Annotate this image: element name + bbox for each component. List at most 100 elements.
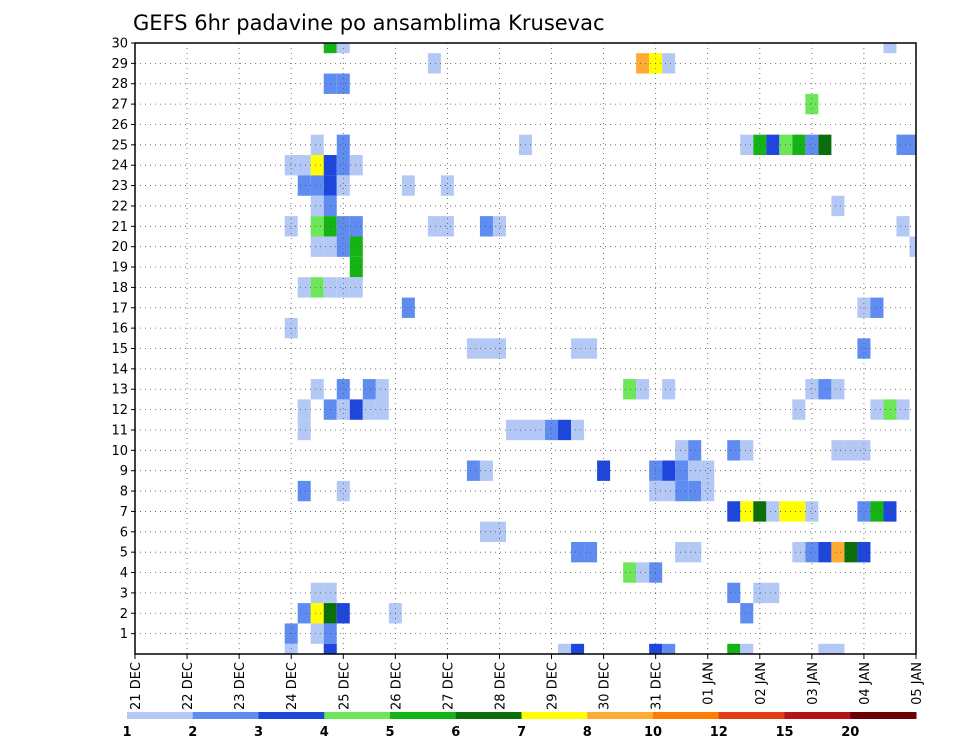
data-cell bbox=[662, 643, 676, 654]
legend-swatch bbox=[850, 712, 917, 719]
x-tick-label: 01 JAN bbox=[702, 662, 717, 705]
legend-label: 1 bbox=[122, 725, 131, 740]
data-cell bbox=[336, 379, 350, 400]
data-cell bbox=[675, 460, 689, 481]
x-tick-label: 24 DEC bbox=[285, 662, 300, 710]
data-cell bbox=[701, 480, 715, 502]
y-tick-label: 19 bbox=[111, 261, 128, 276]
legend-label: 6 bbox=[451, 725, 460, 740]
data-cell bbox=[427, 216, 441, 237]
data-cell bbox=[766, 501, 780, 522]
data-cell bbox=[831, 195, 845, 217]
data-cell bbox=[310, 582, 324, 604]
x-tick-label: 29 DEC bbox=[546, 662, 561, 710]
data-cell bbox=[740, 603, 754, 624]
legend-label: 4 bbox=[320, 725, 329, 740]
y-tick-label: 3 bbox=[120, 586, 128, 601]
data-cell bbox=[532, 419, 546, 441]
data-cell bbox=[349, 155, 363, 176]
data-cell bbox=[688, 440, 702, 461]
data-cell bbox=[323, 43, 337, 54]
x-tick-label: 02 JAN bbox=[754, 662, 769, 705]
data-cell bbox=[375, 399, 389, 420]
legend-swatch bbox=[521, 712, 588, 719]
data-cell bbox=[362, 399, 376, 420]
y-tick-label: 29 bbox=[111, 57, 128, 72]
data-cell bbox=[349, 216, 363, 237]
data-cell bbox=[753, 582, 767, 604]
y-tick-label: 28 bbox=[111, 77, 128, 92]
data-cell bbox=[753, 134, 767, 156]
y-tick-label: 12 bbox=[111, 403, 128, 418]
data-cell bbox=[623, 379, 637, 400]
data-cell bbox=[323, 643, 337, 654]
legend-swatch bbox=[784, 712, 851, 719]
data-cell bbox=[310, 623, 324, 644]
x-tick-label: 21 DEC bbox=[129, 662, 144, 710]
y-tick-label: 23 bbox=[111, 179, 128, 194]
y-tick-label: 16 bbox=[111, 322, 128, 337]
y-tick-label: 17 bbox=[111, 301, 128, 316]
data-cell bbox=[818, 379, 832, 400]
y-tick-label: 20 bbox=[111, 240, 128, 255]
legend-label: 7 bbox=[517, 725, 526, 740]
data-cell bbox=[818, 643, 832, 654]
data-cell bbox=[740, 501, 754, 522]
data-cell bbox=[297, 277, 311, 298]
chart-title: GEFS 6hr padavine po ansamblima Krusevac bbox=[133, 11, 605, 35]
legend-label: 3 bbox=[254, 725, 263, 740]
x-tick-label: 30 DEC bbox=[598, 662, 613, 710]
y-tick-label: 14 bbox=[111, 362, 128, 377]
data-cell bbox=[310, 216, 324, 237]
data-cell bbox=[297, 419, 311, 441]
data-cell bbox=[818, 541, 832, 563]
data-cell bbox=[571, 419, 585, 441]
data-cell bbox=[805, 93, 819, 115]
data-cell bbox=[701, 460, 715, 481]
x-axis: 21 DEC 22 DEC 23 DEC 24 DEC 25 DEC 26 DEC 27 D… bbox=[129, 654, 925, 710]
data-cell bbox=[310, 195, 324, 217]
data-cell bbox=[857, 440, 871, 461]
data-cell bbox=[740, 643, 754, 654]
y-tick-label: 7 bbox=[120, 505, 128, 520]
data-cell bbox=[310, 134, 324, 156]
data-cell bbox=[466, 460, 480, 481]
data-cell bbox=[805, 134, 819, 156]
x-tick-label: 25 DEC bbox=[337, 662, 352, 710]
legend-swatch bbox=[258, 712, 325, 719]
data-cell bbox=[284, 216, 298, 237]
data-cell bbox=[545, 419, 559, 441]
y-tick-label: 30 bbox=[111, 37, 128, 52]
data-cell bbox=[636, 379, 650, 400]
data-cell bbox=[792, 134, 806, 156]
data-cell bbox=[870, 297, 884, 318]
data-cell bbox=[831, 379, 845, 400]
legend-label: 20 bbox=[841, 725, 859, 740]
data-cell bbox=[831, 440, 845, 461]
legend-swatch bbox=[455, 712, 522, 719]
data-cell bbox=[662, 53, 676, 74]
x-tick-label: 03 JAN bbox=[806, 662, 821, 705]
y-tick-label: 6 bbox=[120, 525, 128, 540]
data-cell bbox=[310, 175, 324, 196]
data-cell bbox=[805, 379, 819, 400]
data-cell bbox=[401, 175, 415, 196]
legend-label: 10 bbox=[644, 725, 662, 740]
data-cell bbox=[336, 399, 350, 420]
data-cell bbox=[831, 643, 845, 654]
y-tick-label: 13 bbox=[111, 383, 128, 398]
data-cell bbox=[597, 460, 611, 481]
y-tick-label: 18 bbox=[111, 281, 128, 296]
y-tick-label: 5 bbox=[120, 546, 128, 561]
data-cell bbox=[675, 541, 689, 563]
data-cell bbox=[805, 501, 819, 522]
data-cell bbox=[427, 53, 441, 74]
data-cell bbox=[831, 541, 845, 563]
y-tick-label: 9 bbox=[120, 464, 128, 479]
y-tick-label: 10 bbox=[111, 444, 128, 459]
y-tick-label: 15 bbox=[111, 342, 128, 357]
x-tick-label: 22 DEC bbox=[181, 662, 196, 710]
data-cell bbox=[336, 277, 350, 298]
legend-label: 5 bbox=[385, 725, 394, 740]
